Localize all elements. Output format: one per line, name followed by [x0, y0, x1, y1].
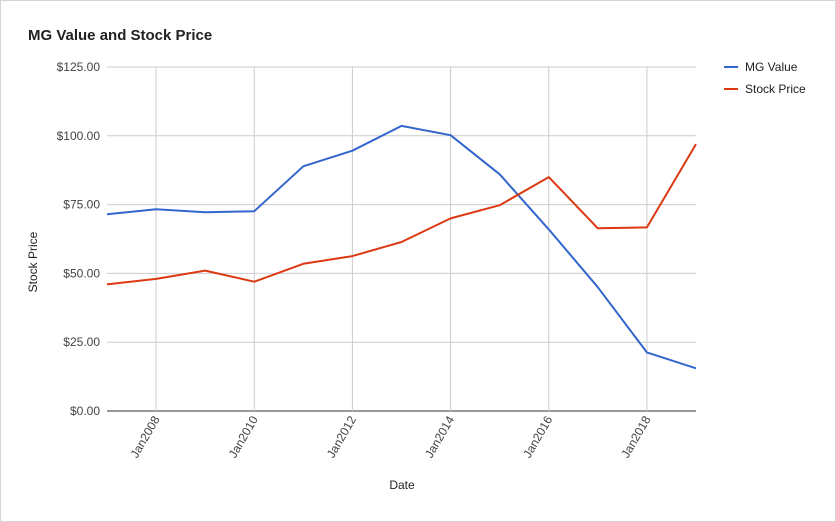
y-tick-label: $50.00 [63, 266, 100, 280]
grid-layer [107, 66, 696, 412]
series-line-stock-price [106, 143, 697, 286]
series-line-mg-value [106, 124, 697, 370]
x-tick-label: Jan2010 [226, 413, 261, 460]
x-tick-label: Jan2018 [618, 413, 653, 460]
legend: MG Value Stock Price [724, 60, 806, 96]
series-lines [106, 124, 697, 370]
y-tick-label: $125.00 [57, 60, 101, 74]
x-tick-label: Jan2016 [520, 413, 555, 460]
x-tick-label: Jan2012 [324, 413, 359, 460]
y-tick-label: $25.00 [63, 335, 100, 349]
chart-title: MG Value and Stock Price [28, 27, 213, 44]
legend-label: Stock Price [745, 82, 806, 96]
y-tick-label: $100.00 [57, 129, 101, 143]
y-tick-label: $75.00 [63, 198, 100, 212]
x-tick-label: Jan2014 [422, 413, 457, 460]
legend-label: MG Value [745, 60, 798, 74]
y-axis-label: Stock Price [26, 231, 40, 292]
x-axis-label: Date [389, 478, 415, 492]
x-tick-label: Jan2008 [128, 413, 163, 460]
y-tick-labels: $0.00 $25.00 $50.00 $75.00 $100.00 $125.00 [57, 60, 101, 418]
y-tick-label: $0.00 [70, 404, 100, 418]
x-tick-labels: Jan2008 Jan2010 Jan2012 Jan2014 Jan2016 Jan20… [128, 413, 654, 460]
